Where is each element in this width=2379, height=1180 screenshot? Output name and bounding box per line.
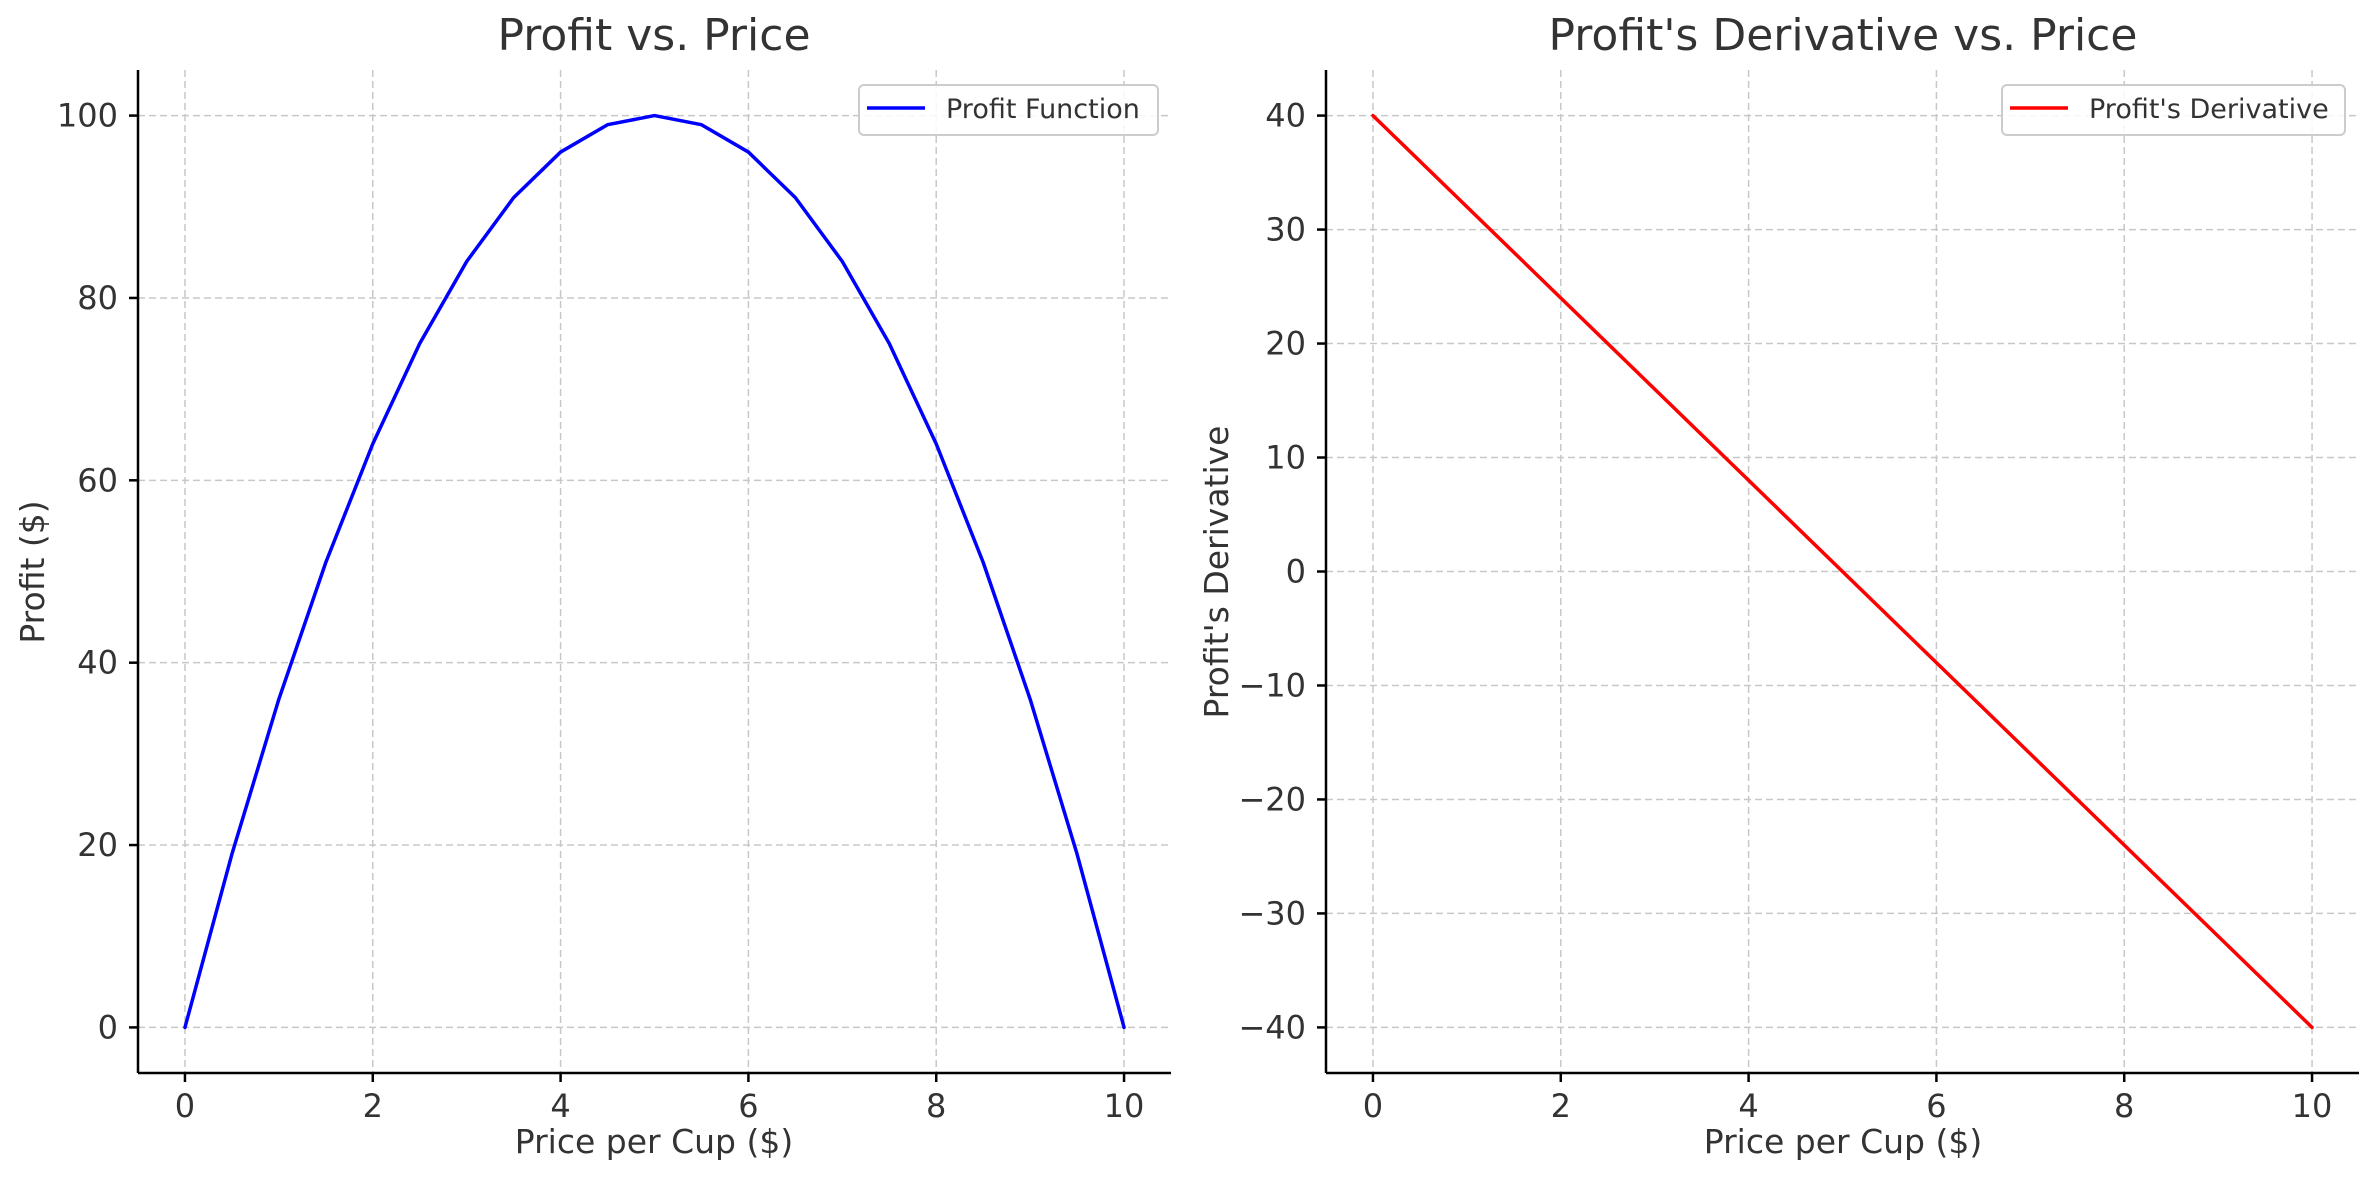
- y-tick-label: 20: [1265, 325, 1306, 363]
- chart-title: Profit's Derivative vs. Price: [1549, 10, 2138, 61]
- x-tick-label: 6: [1926, 1087, 1946, 1125]
- y-tick-label: 0: [98, 1008, 118, 1046]
- y-tick-label: 40: [1265, 97, 1306, 135]
- y-tick-label: −10: [1238, 666, 1306, 704]
- y-tick-label: 10: [1265, 439, 1306, 477]
- x-tick-label: 4: [550, 1087, 570, 1125]
- x-tick-label: 6: [738, 1087, 758, 1125]
- y-tick-label: 100: [57, 97, 118, 135]
- series-line-profit-s-derivative: [1371, 113, 2314, 1030]
- series-line-profit-function: [183, 113, 1126, 1030]
- y-axis-label: Profit ($): [13, 500, 52, 643]
- series-layer: [1371, 113, 2314, 1030]
- x-tick-label: 8: [926, 1087, 946, 1125]
- grid: [138, 70, 1171, 1073]
- legend: Profit's Derivative: [2001, 84, 2346, 136]
- x-tick-label: 0: [175, 1087, 195, 1125]
- y-tick-label: −30: [1238, 894, 1306, 932]
- x-tick-label: 10: [2292, 1087, 2333, 1125]
- grid: [1326, 70, 2359, 1073]
- x-axis-label: Price per Cup ($): [515, 1122, 793, 1161]
- y-tick-label: 80: [77, 279, 118, 317]
- y-axis-label: Profit's Derivative: [1197, 426, 1236, 719]
- ticks: 0 2 4 6 8 10 −40 −30 −20 −10 0 10 20 30 40: [1238, 97, 2332, 1125]
- x-tick-label: 2: [363, 1087, 383, 1125]
- y-tick-label: −40: [1238, 1008, 1306, 1046]
- y-tick-label: 20: [77, 826, 118, 864]
- y-tick-label: 30: [1265, 211, 1306, 249]
- x-axis-label: Price per Cup ($): [1704, 1122, 1982, 1161]
- y-tick-label: −20: [1238, 780, 1306, 818]
- y-tick-label: 0: [1286, 553, 1306, 591]
- x-tick-label: 8: [2114, 1087, 2134, 1125]
- legend-label-profit-function: Profit Function: [946, 94, 1140, 125]
- legend-box: [858, 84, 1159, 136]
- legend-box: [2001, 84, 2346, 136]
- x-tick-label: 4: [1738, 1087, 1758, 1125]
- legend: Profit Function: [858, 84, 1159, 136]
- x-tick-label: 0: [1363, 1087, 1383, 1125]
- legend-label-profits-derivative: Profit's Derivative: [2089, 94, 2329, 125]
- x-tick-label: 10: [1104, 1087, 1145, 1125]
- chart-title: Profit vs. Price: [497, 10, 810, 61]
- x-tick-label: 2: [1551, 1087, 1571, 1125]
- y-tick-label: 60: [77, 461, 118, 499]
- chart-panel-derivative: Profit's Derivative vs. Price 0 2 4 6 8 10 −40…: [1197, 10, 2359, 1161]
- y-tick-label: 40: [77, 644, 118, 682]
- series-layer: [183, 113, 1126, 1030]
